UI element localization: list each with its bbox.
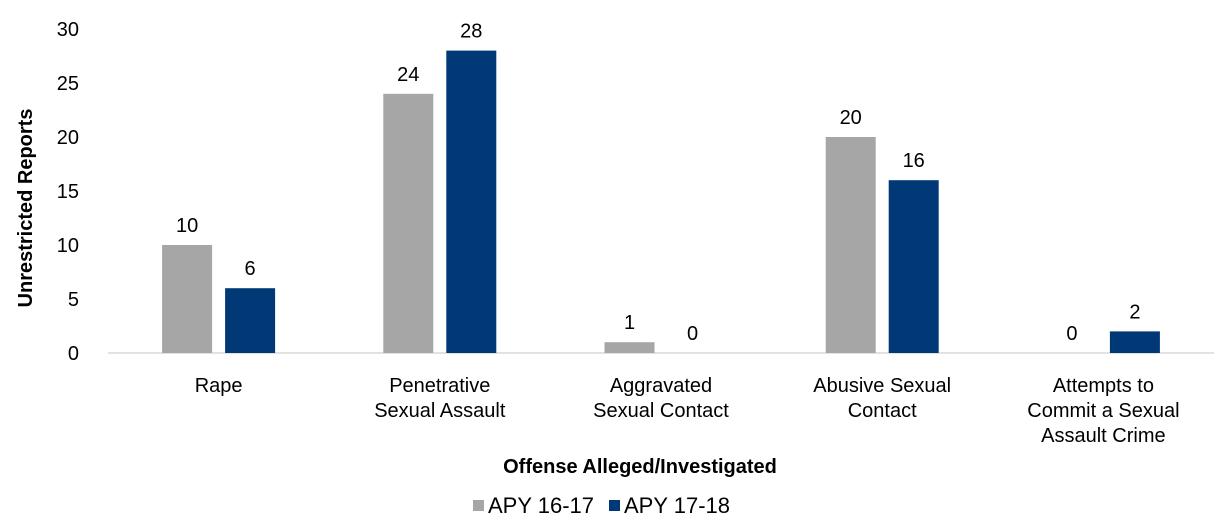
data-label: 24 <box>397 64 419 86</box>
y-tick-label: 0 <box>68 343 79 365</box>
legend-swatch <box>609 500 620 511</box>
data-label: 16 <box>903 150 925 172</box>
y-tick-label: 10 <box>57 235 79 257</box>
legend-swatch <box>473 500 484 511</box>
y-tick-label: 30 <box>57 19 79 41</box>
bar <box>162 245 213 353</box>
data-label: 1 <box>624 312 635 334</box>
data-label: 20 <box>840 107 862 129</box>
x-category-label: Rape <box>195 375 243 397</box>
data-label: 0 <box>1066 323 1077 345</box>
legend: APY 16-17 APY 17-18 <box>473 493 730 516</box>
legend-item: APY 16-17 <box>473 493 594 516</box>
legend-label: APY 16-17 <box>488 493 594 516</box>
bar <box>446 50 497 353</box>
data-label: 2 <box>1129 301 1140 323</box>
data-label: 6 <box>245 258 256 280</box>
x-category-label: Abusive Sexual Contact <box>813 375 951 422</box>
y-tick-label: 25 <box>57 73 79 95</box>
x-category-label: Aggravated Sexual Contact <box>593 375 729 422</box>
x-category-label: Penetrative Sexual Assault <box>374 375 506 422</box>
y-axis-title: Unrestricted Reports <box>15 109 37 308</box>
bar-series <box>162 50 1160 354</box>
data-labels: 10 24 1 20 0 6 28 0 16 2 <box>176 21 1140 345</box>
x-axis-categories: Rape Penetrative Sexual Assault Aggravated S… <box>195 375 1180 447</box>
y-tick-label: 20 <box>57 127 79 149</box>
bar <box>1109 331 1160 353</box>
y-axis-ticks: 0 5 10 15 20 25 30 <box>57 19 79 365</box>
legend-label: APY 17-18 <box>624 493 730 516</box>
bar <box>604 342 655 353</box>
data-label: 0 <box>687 323 698 345</box>
bar <box>888 180 939 353</box>
bar <box>225 288 276 353</box>
y-tick-label: 5 <box>68 289 79 311</box>
x-category-label: Attempts to Commit a Sexual Assault Crime <box>1027 375 1179 447</box>
bar <box>825 137 876 353</box>
legend-item: APY 17-18 <box>609 493 730 516</box>
y-tick-label: 15 <box>57 181 79 203</box>
data-label: 10 <box>176 215 198 237</box>
data-label: 28 <box>460 21 482 43</box>
x-axis-title: Offense Alleged/Investigated <box>503 456 777 478</box>
bar <box>383 93 434 354</box>
